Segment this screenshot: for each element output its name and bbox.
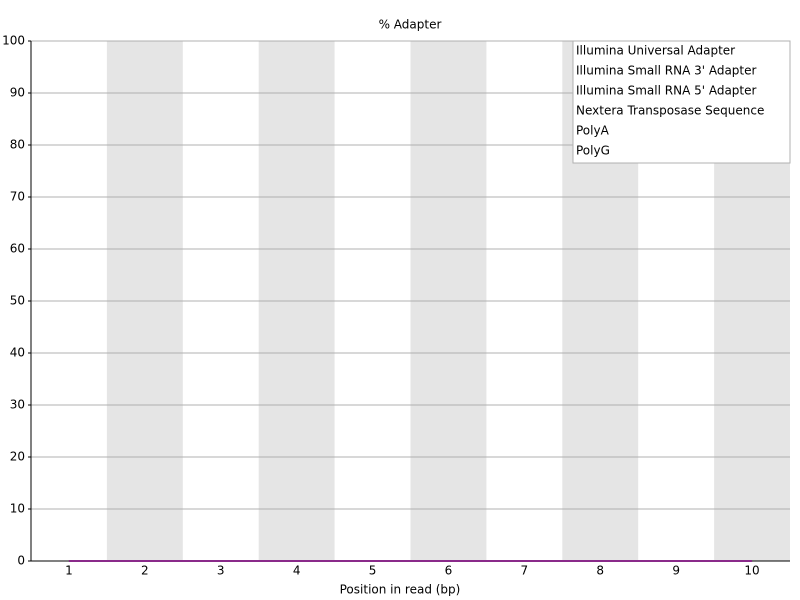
x-tick-label: 1 [65, 564, 73, 578]
y-tick-label: 30 [10, 398, 25, 412]
x-tick-label: 6 [445, 564, 453, 578]
x-tick-label: 8 [596, 564, 604, 578]
y-tick-label: 10 [10, 502, 25, 516]
y-tick-label: 60 [10, 242, 25, 256]
x-tick-label: 2 [141, 564, 149, 578]
x-tick-label: 5 [369, 564, 377, 578]
x-axis-label: Position in read (bp) [340, 583, 461, 597]
y-tick-label: 20 [10, 450, 25, 464]
x-tick-label: 9 [672, 564, 680, 578]
y-tick-label: 100 [2, 34, 25, 48]
x-tick-label: 4 [293, 564, 301, 578]
y-tick-label: 50 [10, 294, 25, 308]
legend-label: PolyA [576, 124, 610, 138]
y-tick-label: 70 [10, 190, 25, 204]
x-tick-label: 3 [217, 564, 225, 578]
legend-label: Illumina Small RNA 3' Adapter [576, 64, 757, 78]
chart-title: % Adapter [379, 18, 442, 32]
legend-label: Nextera Transposase Sequence [576, 104, 764, 118]
y-tick-label: 80 [10, 138, 25, 152]
legend-label: PolyG [576, 144, 610, 158]
y-tick-label: 0 [17, 554, 25, 568]
legend-box [572, 40, 791, 164]
x-tick-label: 10 [744, 564, 759, 578]
x-tick-label: 7 [521, 564, 529, 578]
legend-label: Illumina Small RNA 5' Adapter [576, 84, 757, 98]
y-tick-label: 90 [10, 86, 25, 100]
legend-label: Illumina Universal Adapter [576, 44, 735, 58]
y-tick-label: 40 [10, 346, 25, 360]
